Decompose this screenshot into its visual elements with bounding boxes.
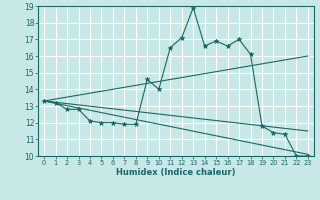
- X-axis label: Humidex (Indice chaleur): Humidex (Indice chaleur): [116, 168, 236, 177]
